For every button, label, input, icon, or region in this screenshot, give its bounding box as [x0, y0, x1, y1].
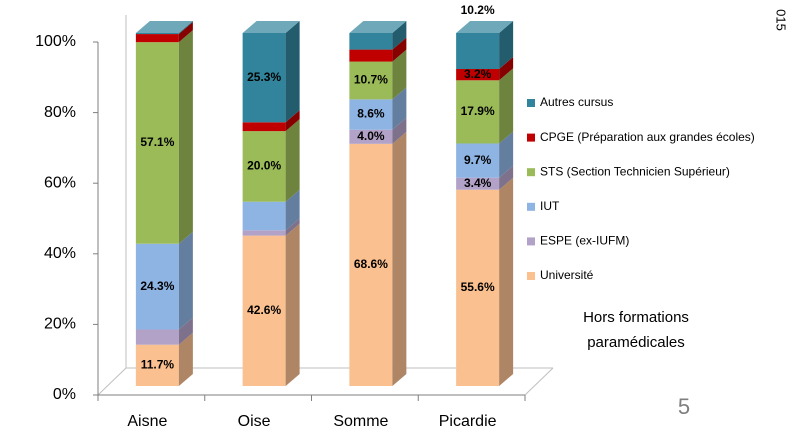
bar-segment: [349, 49, 393, 62]
bar-segment: [135, 33, 179, 35]
y-tick-label: 100%: [35, 33, 76, 50]
bar-segment: [135, 243, 179, 330]
bar-side: [499, 131, 514, 178]
value-label: 3.4%: [464, 176, 492, 190]
legend-swatch: [527, 272, 535, 280]
annotation: paramédicales: [587, 334, 685, 351]
y-tick-label: 20%: [44, 316, 76, 333]
value-label: 11.7%: [141, 358, 175, 372]
value-label: 9.7%: [464, 153, 492, 167]
value-label: 20.0%: [247, 159, 281, 173]
bar-side: [392, 131, 407, 386]
bar-top: [242, 21, 300, 33]
value-label: 57.1%: [140, 135, 174, 149]
annotation: Hors formations: [583, 309, 689, 326]
value-label: 3.2%: [464, 67, 492, 81]
legend-label: STS (Section Technicien Supérieur): [540, 164, 730, 178]
legend-label: Autres cursus: [540, 95, 613, 109]
value-label: 55.6%: [461, 280, 495, 294]
floor-right: [524, 367, 554, 396]
y-tick-label: 60%: [44, 174, 76, 191]
value-label: 10.2%: [461, 3, 495, 17]
bar-side: [499, 57, 514, 81]
legend-swatch: [527, 202, 535, 211]
value-label: 17.9%: [461, 104, 495, 118]
bar-side: [392, 87, 407, 130]
bar-side: [178, 231, 193, 330]
x-tick-label: Picardie: [439, 413, 497, 430]
legend-label: ESPE (ex-IUFM): [540, 234, 629, 248]
x-tick-label: Oise: [238, 413, 271, 430]
bar-segment: [349, 61, 393, 100]
bar-segment: [242, 122, 286, 132]
bar-side: [178, 30, 193, 244]
bar-side: [285, 223, 300, 386]
corner-text: 015: [774, 9, 789, 31]
legend-label: IUT: [540, 199, 560, 213]
bar-side: [178, 332, 193, 386]
bar-side: [285, 119, 300, 202]
bar-segment: [456, 69, 500, 81]
page-number: 5: [678, 394, 690, 419]
bar-side: [285, 218, 300, 236]
legend-swatch: [527, 99, 535, 107]
bar-segment: [135, 34, 179, 43]
bar-segment: [242, 33, 286, 123]
legend-label: Université: [540, 268, 594, 282]
bar-side: [285, 21, 300, 123]
bar-top: [456, 21, 514, 33]
bar-segment: [456, 189, 500, 386]
value-label: 24.3%: [140, 279, 174, 293]
bar-segment: [135, 329, 179, 345]
bar-side: [392, 117, 407, 144]
value-label: 25.3%: [247, 70, 281, 84]
bar-side: [285, 189, 300, 231]
bar-side: [178, 317, 193, 345]
bar-side: [392, 49, 407, 100]
y-tick-label: 0%: [53, 386, 76, 403]
x-tick-label: Aisne: [127, 413, 167, 430]
bar-segment: [349, 129, 393, 144]
bar-side: [499, 68, 514, 144]
legend-swatch: [527, 133, 535, 142]
bar-side: [178, 21, 193, 35]
bar-segment: [349, 99, 393, 130]
bar-segment: [456, 143, 500, 178]
legend-swatch: [527, 237, 535, 246]
bar-top: [135, 21, 193, 33]
bar-segment: [349, 143, 393, 386]
bar-segment: [242, 235, 286, 386]
bar-segment: [456, 177, 500, 190]
y-tick-label: 80%: [44, 104, 76, 121]
value-label: 42.6%: [247, 303, 281, 317]
value-label: 10.7%: [354, 73, 388, 87]
bar-segment: [242, 131, 286, 202]
legend-label: CPGE (Préparation aux grandes écoles): [540, 130, 755, 144]
x-tick-label: Somme: [333, 413, 388, 430]
y-tick-label: 40%: [44, 245, 76, 262]
bar-side: [499, 177, 514, 386]
bar-side: [499, 21, 514, 70]
back-wall: [97, 15, 127, 396]
bar-segment: [242, 201, 286, 231]
bar-side: [499, 165, 514, 190]
bar-side: [285, 110, 300, 132]
bar-segment: [456, 33, 500, 70]
value-label: 68.6%: [354, 257, 388, 271]
bar-side: [392, 21, 407, 50]
bar-segment: [456, 80, 500, 144]
value-label: 8.6%: [357, 107, 385, 121]
bar-top: [349, 21, 407, 33]
legend-swatch: [527, 168, 535, 177]
bar-side: [392, 37, 407, 62]
bar-segment: [135, 42, 179, 244]
bar-segment: [242, 230, 286, 236]
value-label: 4.0%: [357, 129, 385, 143]
bar-segment: [135, 344, 179, 386]
bar-segment: [349, 33, 393, 50]
bar-side: [178, 22, 193, 43]
